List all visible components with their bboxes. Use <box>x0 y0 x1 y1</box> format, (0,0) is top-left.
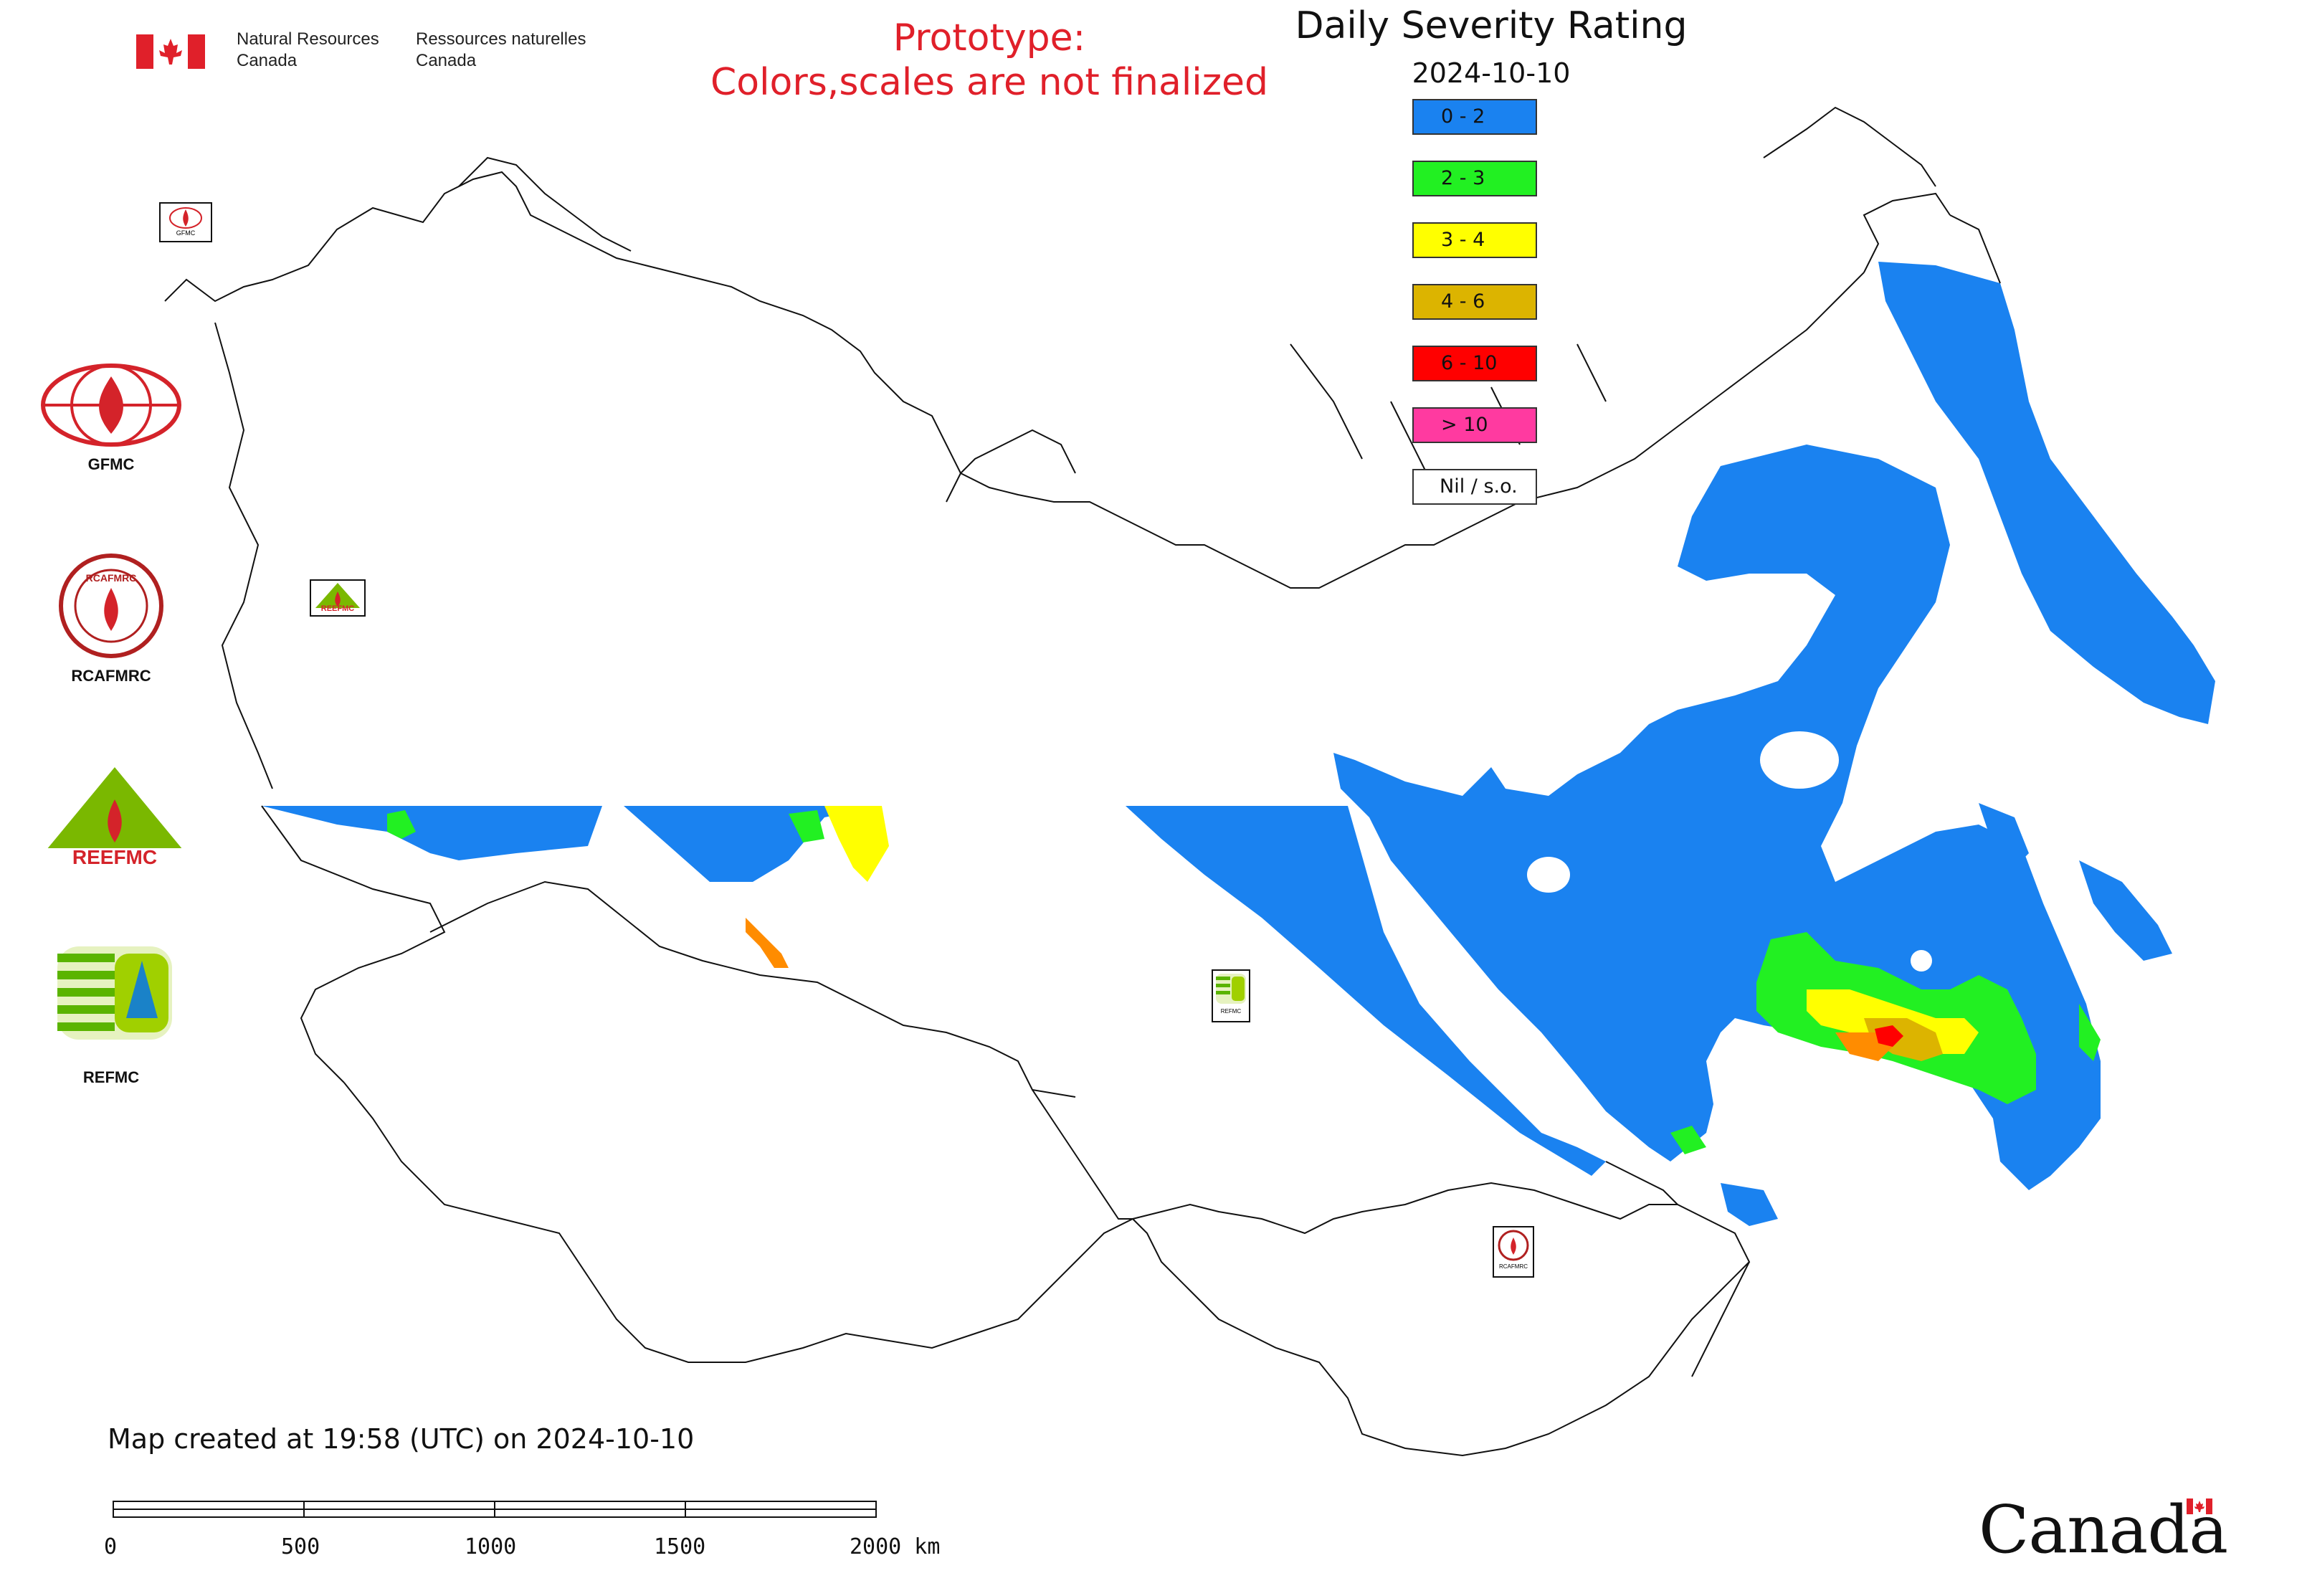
legend-item-6-10: 6 - 10 <box>1412 346 1537 381</box>
legend-item-0-2: 0 - 2 <box>1412 99 1537 135</box>
scale-label-500: 500 <box>281 1534 320 1559</box>
prototype-notice: Prototype: Colors,scales are not finaliz… <box>667 16 1312 105</box>
reefmc-logo: REEFMC <box>39 764 190 871</box>
canada-flag-icon <box>136 34 205 69</box>
reefmc-marker-label: REEFMC <box>320 604 355 613</box>
prototype-line-1: Prototype: <box>893 16 1086 60</box>
nrcan-name-en: Natural Resources Canada <box>237 29 379 72</box>
map-marker-gfmc: GFMC <box>159 202 212 242</box>
gfmc-marker-label: GFMC <box>176 229 196 237</box>
gfmc-marker-icon <box>169 207 202 229</box>
severity-region-extreme <box>1875 1025 1903 1047</box>
legend-item-3-4: 3 - 4 <box>1412 222 1537 258</box>
scale-bar <box>113 1501 877 1518</box>
nrcan-fr-line2: Canada <box>416 51 477 70</box>
rcafmrc-label: RCAFMRC <box>71 667 151 685</box>
canada-wordmark-flag-icon <box>2187 1498 2212 1514</box>
severity-region-low <box>262 262 2215 1226</box>
refmc-marker-label: REFMC <box>1220 1008 1242 1015</box>
legend-item-gt-10: > 10 <box>1412 407 1537 443</box>
reefmc-triangle-icon <box>43 767 186 868</box>
map-title: Daily Severity Rating <box>1295 4 1688 47</box>
rcafmrc-ring-text: RCAFMRC <box>85 572 137 584</box>
nrcan-name-fr: Ressources naturelles Canada <box>416 29 586 72</box>
map-marker-refmc: REFMC <box>1212 969 1250 1022</box>
rcafmrc-logo: RCAFMRC <box>57 552 165 660</box>
nrcan-fr-line1: Ressources naturelles <box>416 29 586 49</box>
refmc-marker-icon <box>1216 974 1246 1004</box>
refmc-label: REFMC <box>82 1068 140 1086</box>
map-date: 2024-10-10 <box>1412 57 1571 89</box>
gfmc-globe-icon <box>41 364 181 447</box>
refmc-sigma-icon <box>57 946 172 1040</box>
rcafmrc-marker-label: RCAFMRC <box>1499 1263 1528 1270</box>
gfmc-label: GFMC <box>87 455 135 473</box>
gfmc-logo <box>39 362 183 448</box>
reefmc-wordmark: REEFMC <box>72 846 158 868</box>
nrcan-en-line1: Natural Resources <box>237 29 379 49</box>
map-created-timestamp: Map created at 19:58 (UTC) on 2024-10-10 <box>108 1423 695 1455</box>
legend-item-nil: Nil / s.o. <box>1412 469 1537 505</box>
scale-label-0: 0 <box>104 1534 118 1559</box>
nrcan-en-line2: Canada <box>237 51 298 70</box>
reefmc-marker-icon <box>315 583 360 608</box>
rcafmrc-marker-icon <box>1498 1230 1529 1261</box>
rcafmrc-emblem-icon <box>59 554 163 658</box>
nrcan-signature: Natural Resources Canada Ressources natu… <box>136 27 609 77</box>
scale-label-2000-km: 2000 km <box>850 1534 941 1559</box>
legend-item-4-6: 4 - 6 <box>1412 284 1537 320</box>
refmc-logo <box>57 946 172 1040</box>
legend-item-2-3: 2 - 3 <box>1412 161 1537 196</box>
scale-label-1000: 1000 <box>465 1534 517 1559</box>
prototype-line-2: Colors,scales are not finalized <box>710 61 1269 104</box>
country-boundaries <box>164 106 2001 1457</box>
map-marker-reefmc: REEFMC <box>310 579 366 617</box>
map-marker-rcafmrc: RCAFMRC <box>1493 1226 1534 1278</box>
scale-label-1500: 1500 <box>654 1534 706 1559</box>
